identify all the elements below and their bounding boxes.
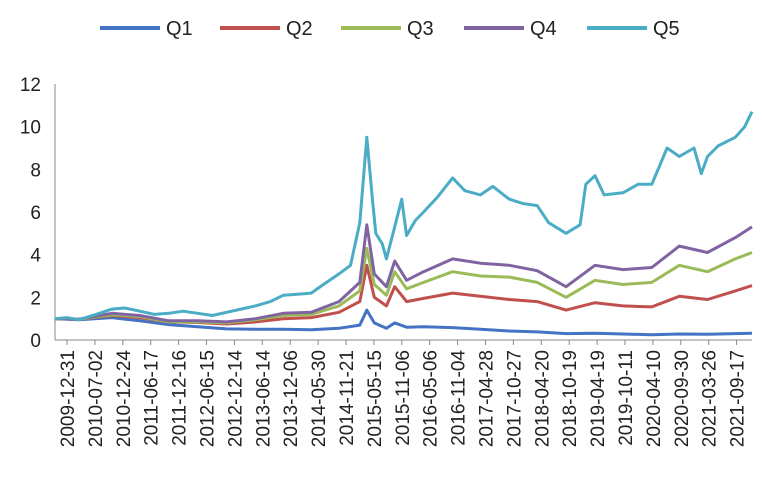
x-tick-label: 2014-11-21 (337, 350, 358, 446)
series-line-q5 (54, 111, 754, 322)
x-tick-label: 2017-04-28 (477, 350, 498, 447)
x-tick-label: 2012-06-15 (198, 350, 219, 447)
x-tick-label: 2011-06-17 (142, 350, 163, 446)
legend-item-q2: Q2 (220, 18, 313, 40)
x-tick-label: 2009-12-31 (58, 350, 79, 447)
y-tick-label: 10 (20, 118, 41, 139)
y-tick-label: 0 (30, 331, 41, 352)
x-tick-label: 2015-11-06 (393, 350, 414, 446)
y-tick-label: 12 (20, 75, 41, 96)
x-tick-label: 2013-06-14 (253, 350, 274, 448)
series-line-q4 (54, 223, 753, 324)
y-axis: 0 2 4 6 8 10 12 (20, 75, 56, 352)
x-tick-label: 2021-03-26 (700, 350, 721, 447)
x-tick-label: 2015-05-15 (365, 350, 386, 447)
x-tick-label: 2012-12-14 (225, 350, 246, 448)
x-tick-label: 2013-12-06 (281, 350, 302, 447)
legend-label: Q3 (407, 18, 434, 40)
x-tick-label: 2010-07-02 (86, 350, 107, 447)
y-tick-label: 8 (30, 160, 41, 181)
y-tick-label: 6 (30, 203, 41, 224)
y-tick-label: 2 (30, 288, 41, 309)
legend-label: Q1 (166, 18, 193, 40)
plot-area (54, 111, 754, 337)
x-axis: 2009-12-31 2010-07-02 2010-12-24 2011-06-17… (55, 339, 752, 448)
x-tick-label: 2021-09-17 (728, 350, 749, 447)
x-tick-label: 2019-10-11 (616, 350, 637, 446)
legend-label: Q4 (530, 18, 557, 40)
legend: Q1 Q2 Q3 Q4 Q5 (100, 18, 680, 40)
x-tick-label: 2018-04-20 (532, 350, 553, 447)
series-line-q3 (54, 246, 753, 325)
x-tick-label: 2017-10-27 (504, 350, 525, 447)
legend-item-q1: Q1 (100, 18, 193, 40)
x-tick-label: 2016-05-06 (421, 350, 442, 447)
legend-item-q5: Q5 (587, 18, 680, 40)
series-line-q1 (54, 308, 753, 337)
y-tick-label: 4 (30, 246, 41, 267)
legend-item-q4: Q4 (464, 18, 557, 40)
x-tick-label: 2019-04-19 (588, 350, 609, 447)
x-tick-label: 2016-11-04 (449, 350, 470, 446)
x-tick-label: 2020-09-30 (672, 350, 693, 447)
legend-item-q3: Q3 (341, 18, 434, 40)
legend-label: Q5 (653, 18, 680, 40)
x-tick-label: 2010-12-24 (114, 350, 135, 448)
legend-label: Q2 (286, 18, 313, 40)
x-tick-label: 2020-04-10 (644, 350, 665, 447)
x-tick-label: 2011-12-16 (170, 350, 191, 446)
x-tick-label: 2014-05-30 (309, 350, 330, 447)
x-tick-label: 2018-10-19 (560, 350, 581, 447)
